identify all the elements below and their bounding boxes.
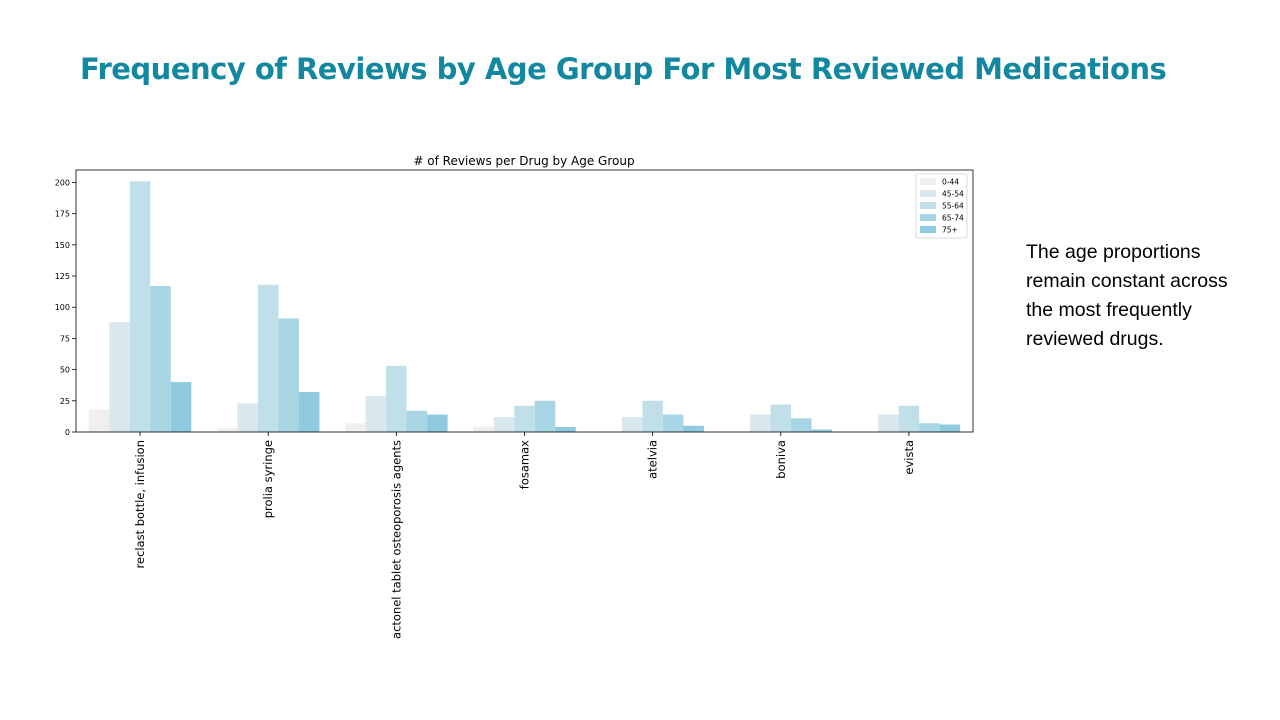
x-tick-label: atelvia [646,440,660,479]
bar-65-74-2 [406,410,428,432]
y-tick-label: 100 [55,303,70,312]
legend-swatch [920,178,936,185]
bar-45-54-1 [237,403,258,432]
x-tick-label: actonel tablet osteoporosis agents [389,440,403,639]
x-tick-label: prolia syringe [261,440,275,518]
legend-label: 45-54 [942,190,964,199]
bar-55-64-4 [642,400,663,432]
legend-label: 55-64 [942,202,964,211]
bar-65-74-4 [662,414,684,432]
bar-65-74-3 [534,400,556,432]
bars-group [88,181,961,432]
slide-title: Frequency of Reviews by Age Group For Mo… [80,52,1167,86]
legend-swatch [920,226,936,233]
y-tick-label: 125 [55,272,70,281]
legend-swatch [920,190,936,197]
bar-75+-6 [939,424,961,432]
bar-45-54-3 [493,417,515,432]
bar-55-64-0 [129,181,151,432]
bar-0-44-2 [345,423,366,432]
bar-0-44-3 [473,427,494,432]
legend-label: 65-74 [942,214,964,223]
legend-label: 0-44 [942,178,959,187]
bar-45-54-2 [365,395,387,432]
legend-label: 75+ [942,226,958,235]
bar-45-54-4 [621,417,643,432]
bar-55-64-5 [770,404,792,432]
bar-75+-0 [170,382,192,432]
bar-55-64-1 [257,284,279,432]
bar-45-54-6 [878,414,899,432]
y-tick-label: 50 [60,366,70,375]
bar-45-54-0 [109,322,130,432]
y-tick-label: 25 [60,397,70,406]
y-tick-label: 75 [60,334,70,343]
side-note: The age proportions remain constant acro… [1026,241,1228,350]
plot-frame [75,169,974,433]
bar-65-74-5 [791,418,812,432]
bar-75+-3 [555,427,576,432]
bar-45-54-5 [750,414,771,432]
legend: 0-44 45-54 55-64 65-74 75+ [915,173,968,239]
y-tick-label: 175 [55,210,70,219]
chart-title: # of Reviews per Drug by Age Group [413,154,634,168]
bar-65-74-6 [919,423,940,432]
bar-55-64-2 [386,365,407,432]
bar-0-44-0 [88,409,110,432]
bar-75+-1 [298,392,320,432]
legend-swatch [920,202,936,209]
x-tick-label: evista [902,440,916,475]
bar-0-44-1 [216,428,238,432]
x-tick-label: boniva [774,440,788,479]
y-axis: 0 25 50 75 100 125 150 175 200 [55,178,76,437]
bar-75+-4 [683,425,704,432]
bar-55-64-6 [898,405,920,432]
bar-75+-2 [427,414,448,432]
bar-75+-5 [811,429,833,432]
y-tick-label: 150 [55,241,70,250]
bar-65-74-1 [278,318,299,432]
legend-swatch [920,214,936,221]
bar-65-74-0 [150,286,171,432]
bar-55-64-3 [514,405,535,432]
x-axis: reclast bottle, infusion prolia syringe ac… [133,432,916,639]
x-tick-label: reclast bottle, infusion [133,440,147,569]
y-tick-label: 200 [55,178,70,187]
x-tick-label: fosamax [518,440,532,489]
y-tick-label: 0 [65,428,70,437]
